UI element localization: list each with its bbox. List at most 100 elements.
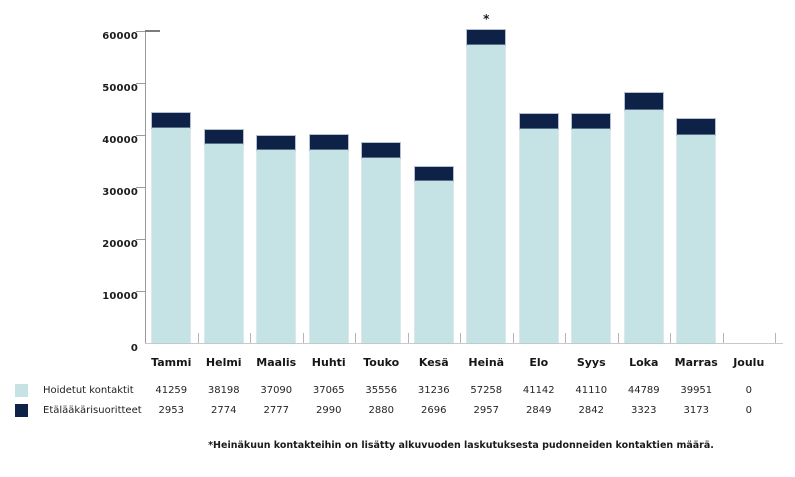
bar-segment-hoidetut-kontaktit [624, 110, 663, 343]
bar-column-maalis [257, 135, 296, 343]
value-etalaakari-elo: 2849 [526, 405, 552, 416]
bar-segment-etalaakarisuoritteet [414, 166, 453, 181]
month-label-helmi: Helmi [205, 356, 242, 369]
y-tick-label: 50000 [102, 83, 138, 94]
value-etalaakari-marras: 3173 [683, 405, 709, 416]
bar-segment-etalaakarisuoritteet [152, 113, 191, 129]
value-etalaakari-syys: 2842 [578, 405, 604, 416]
value-hoidetut-touko: 35556 [365, 385, 398, 396]
legend-swatch-etalaakari [15, 404, 28, 417]
bar-segment-hoidetut-kontaktit [467, 45, 506, 343]
y-axis-top-tick [145, 30, 160, 32]
bar-segment-etalaakarisuoritteet [467, 29, 506, 46]
y-tick-mark [136, 135, 145, 136]
bar-segment-hoidetut-kontaktit [204, 144, 243, 343]
bar-segment-etalaakarisuoritteet [204, 129, 243, 145]
x-tick-mark [460, 333, 461, 343]
value-etalaakari-tammi: 2953 [158, 405, 184, 416]
bar-segment-etalaakarisuoritteet [624, 92, 663, 111]
value-etalaakari-joulu: 0 [745, 405, 752, 416]
legend-swatch-hoidetut [15, 384, 28, 397]
month-label-kesä: Kesä [418, 356, 449, 369]
value-hoidetut-huhti: 37065 [312, 385, 345, 396]
month-label-joulu: Joulu [733, 356, 765, 369]
bar-segment-etalaakarisuoritteet [362, 143, 401, 159]
bar-column-elo [519, 114, 558, 343]
value-hoidetut-heinä: 57258 [470, 385, 503, 396]
bar-column-heinä [467, 29, 506, 343]
x-tick-mark [775, 333, 776, 343]
month-label-syys: Syys [576, 356, 606, 369]
bar-segment-etalaakarisuoritteet [309, 134, 348, 151]
bar-segment-hoidetut-kontaktit [677, 135, 716, 343]
legend-label-etalaakari: Etälääkärisuoritteet [43, 405, 142, 416]
y-tick-mark [136, 239, 145, 240]
bar-column-huhti [309, 134, 348, 343]
value-hoidetut-loka: 44789 [627, 385, 660, 396]
bar-column-syys [572, 114, 611, 343]
x-tick-mark [670, 333, 671, 343]
bar-segment-hoidetut-kontaktit [519, 129, 558, 343]
x-tick-mark [722, 333, 724, 343]
footnote: *Heinäkuun kontakteihin on lisätty alkuv… [208, 440, 714, 451]
bar-segment-etalaakarisuoritteet [257, 135, 296, 151]
y-tick-label: 60000 [102, 31, 138, 42]
value-hoidetut-kesä: 31236 [417, 385, 450, 396]
asterisk-annotation: * [483, 12, 490, 26]
value-hoidetut-marras: 39951 [680, 385, 713, 396]
value-hoidetut-maalis: 37090 [260, 385, 293, 396]
x-tick-mark [565, 333, 566, 343]
bar-segment-hoidetut-kontaktit [572, 129, 611, 343]
value-etalaakari-touko: 2880 [368, 405, 394, 416]
x-tick-mark [197, 333, 199, 343]
month-label-tammi: Tammi [151, 356, 192, 369]
value-etalaakari-heinä: 2957 [473, 405, 499, 416]
y-tick-label: 30000 [102, 187, 138, 198]
month-label-maalis: Maalis [256, 356, 297, 369]
x-tick-mark [302, 333, 304, 343]
bar-column-helmi [204, 129, 243, 343]
y-tick-mark [136, 187, 145, 188]
value-etalaakari-kesä: 2696 [421, 405, 447, 416]
month-label-touko: Touko [363, 356, 400, 369]
bar-column-loka [624, 92, 663, 343]
y-tick-label: 10000 [102, 291, 138, 302]
bar-segment-hoidetut-kontaktit [257, 150, 296, 343]
bar-segment-hoidetut-kontaktit [362, 158, 401, 343]
value-etalaakari-helmi: 2774 [211, 405, 237, 416]
bar-segment-hoidetut-kontaktit [152, 128, 191, 343]
bar-column-touko [362, 143, 401, 343]
month-label-elo: Elo [529, 356, 549, 369]
bar-segment-hoidetut-kontaktit [414, 180, 453, 343]
legend-label-hoidetut: Hoidetut kontaktit [43, 385, 134, 396]
month-label-huhti: Huhti [311, 356, 346, 369]
y-axis-line [145, 31, 146, 343]
x-tick-mark [407, 333, 409, 343]
x-tick-mark [512, 333, 514, 343]
month-label-heinä: Heinä [468, 356, 505, 369]
bar-segment-etalaakarisuoritteet [572, 114, 611, 130]
x-tick-mark [355, 333, 356, 343]
value-hoidetut-elo: 41142 [522, 385, 555, 396]
y-tick-label: 40000 [102, 135, 138, 146]
value-hoidetut-tammi: 41259 [155, 385, 188, 396]
month-label-loka: Loka [629, 356, 659, 369]
value-hoidetut-syys: 41110 [575, 385, 608, 396]
value-etalaakari-maalis: 2777 [263, 405, 289, 416]
value-hoidetut-helmi: 38198 [207, 385, 240, 396]
y-tick-label: 20000 [102, 239, 138, 250]
x-tick-mark [617, 333, 619, 343]
y-tick-mark [136, 291, 145, 292]
bar-column-marras [677, 118, 716, 343]
bar-column-kesä [414, 166, 453, 343]
value-hoidetut-joulu: 0 [745, 385, 752, 396]
y-tick-label: 0 [130, 343, 138, 354]
value-etalaakari-loka: 3323 [631, 405, 657, 416]
value-etalaakari-huhti: 2990 [316, 405, 342, 416]
bar-segment-hoidetut-kontaktit [309, 150, 348, 343]
bar-segment-etalaakarisuoritteet [519, 114, 558, 130]
bar-segment-etalaakarisuoritteet [677, 118, 716, 136]
y-tick-mark [136, 31, 145, 32]
y-tick-mark [136, 83, 145, 84]
